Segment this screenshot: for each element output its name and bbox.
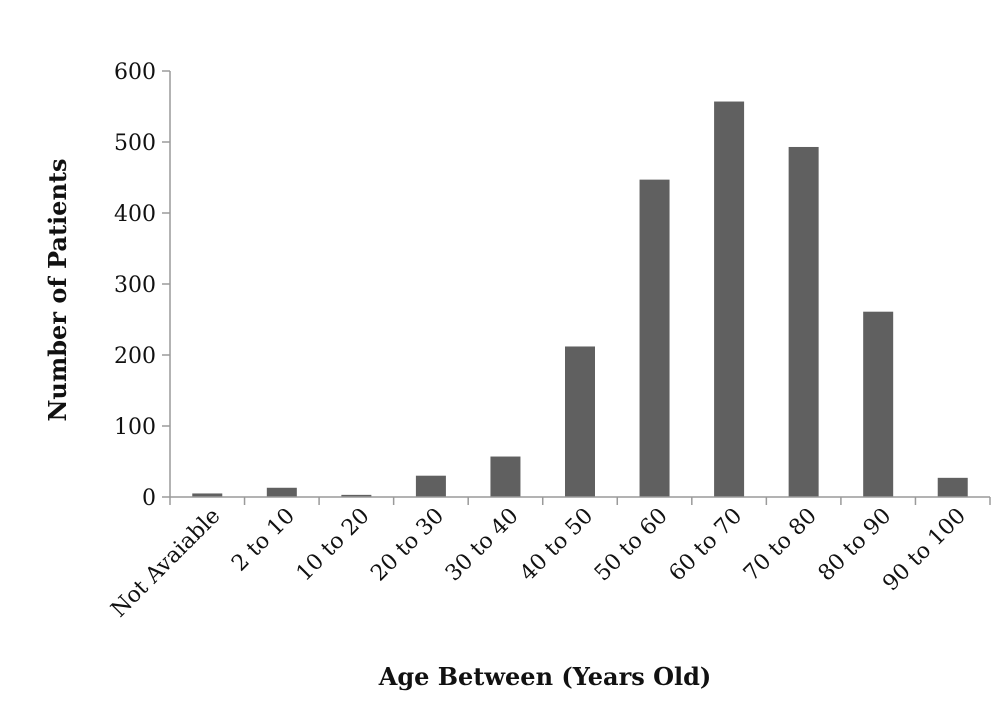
x-tick-label: 30 to 40 [441,504,524,587]
bar [192,493,223,497]
y-tick-label: 200 [114,344,156,369]
y-tick-label: 100 [114,415,156,440]
y-tick-label: 400 [114,202,156,227]
bar [415,475,446,497]
x-tick-label: 2 to 10 [227,504,300,577]
bar [788,146,819,497]
x-tick-label: 70 to 80 [739,504,822,587]
y-axis-ticks: 0 100 200 300 400 500 600 [114,60,170,511]
y-tick-label: 600 [114,60,156,85]
y-tick-label: 0 [142,486,156,511]
bar [341,494,372,497]
bar [863,311,894,497]
x-tick-label: 50 to 60 [590,504,673,587]
x-tick-label: 20 to 30 [366,504,449,587]
x-axis-title: Age Between (Years Old) [378,662,712,691]
x-tick-label: 40 to 50 [515,504,598,587]
bars [192,101,968,497]
bar [565,346,595,497]
y-axis-title: Number of Patients [43,159,72,422]
y-tick-label: 300 [114,273,156,298]
bar [937,477,968,497]
x-tick-label: Not Avaiable [107,504,226,623]
y-tick-label: 500 [114,131,156,156]
bar [639,179,670,497]
x-tick-label: 10 to 20 [292,504,375,587]
bar [714,101,745,497]
bar [490,456,521,497]
x-tick-label: 60 to 70 [665,504,748,587]
bar [266,487,297,497]
